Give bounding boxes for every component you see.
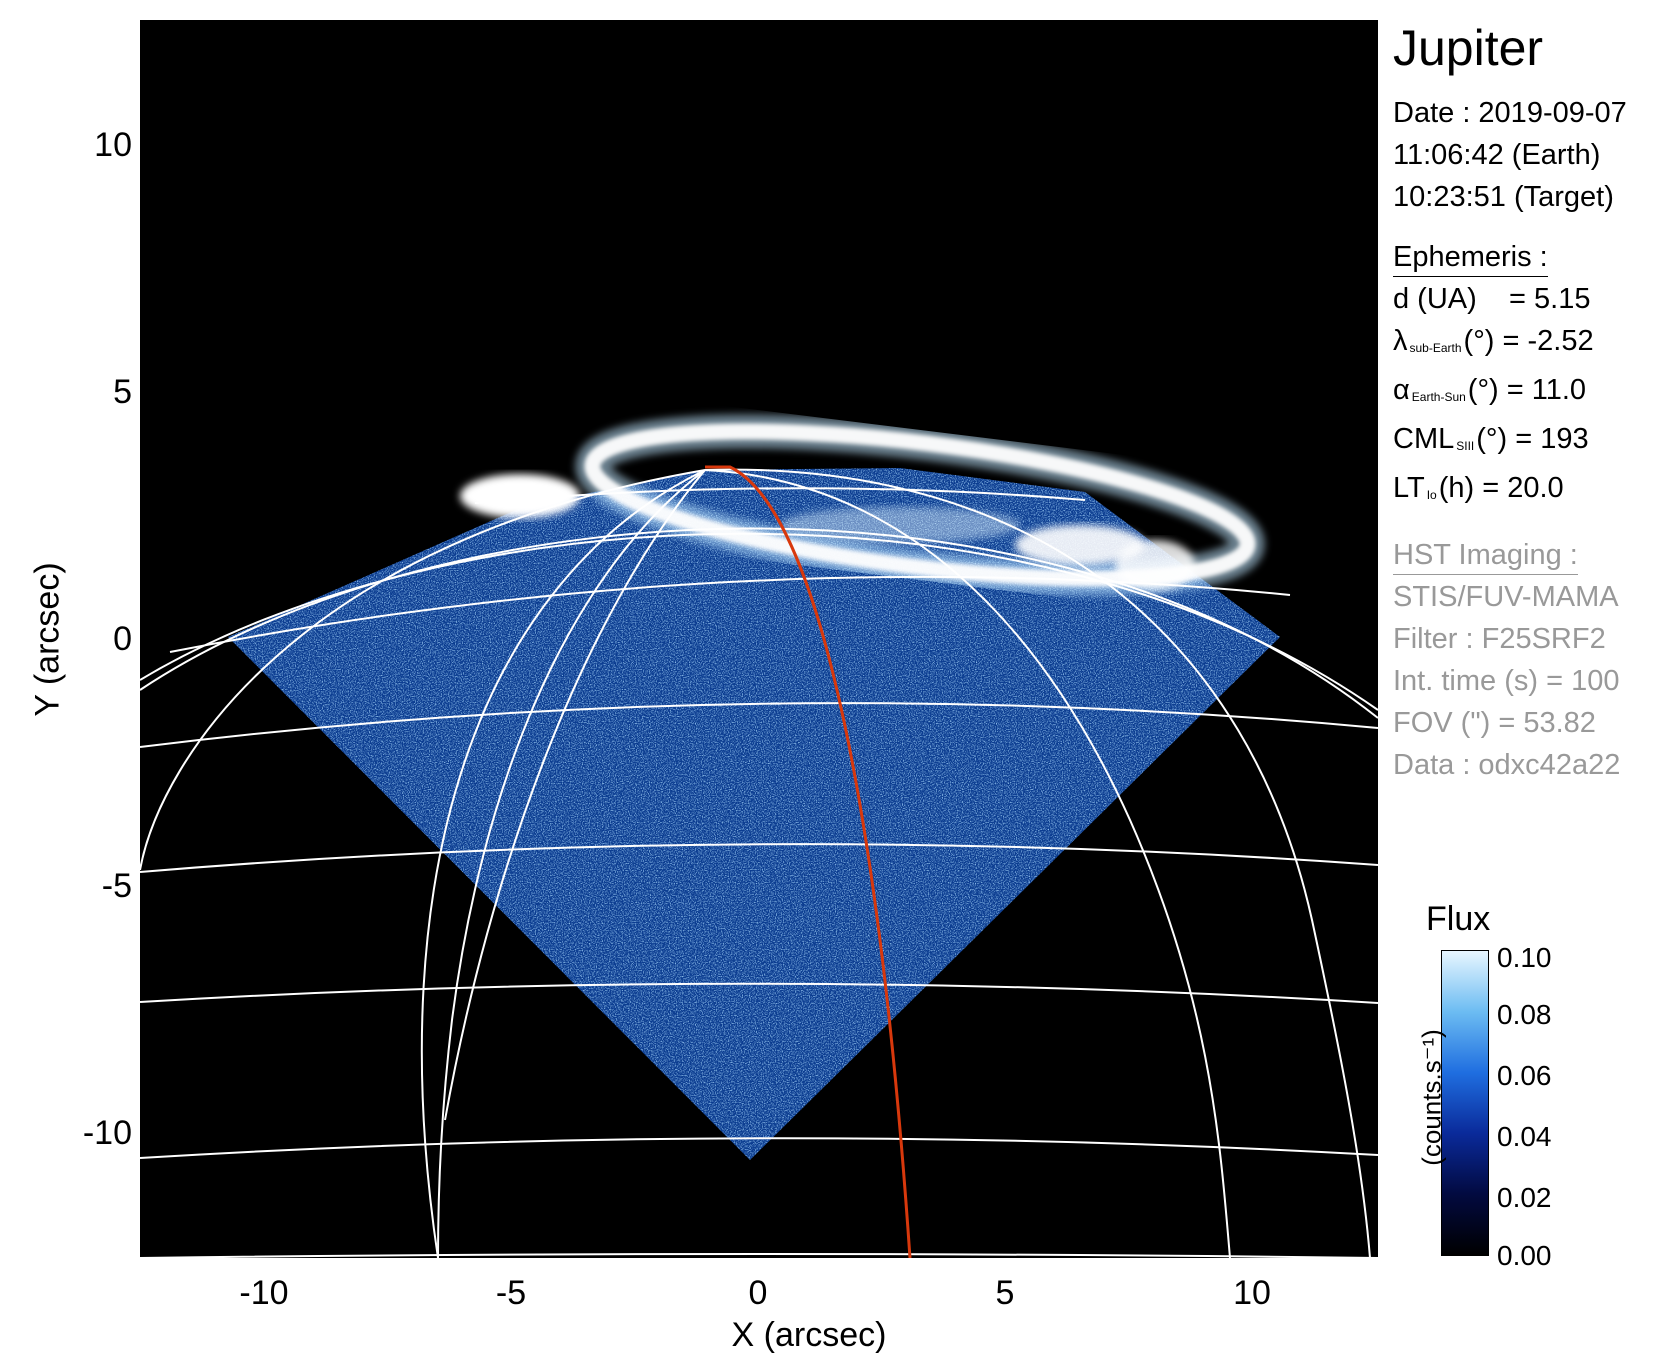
y-axis-label: Y (arcsec): [28, 562, 67, 717]
image-svg: [140, 414, 1378, 1258]
cml-text: CML SIII(°) = 193: [1393, 423, 1589, 455]
x-axis-label: X (arcsec): [731, 1316, 887, 1354]
target-time-text: 10:23:51 (Target): [1393, 181, 1614, 213]
emission-region: [228, 468, 1280, 1160]
coordinate-grid: [140, 468, 1378, 1258]
int-time-text: Int. time (s) = 100: [1393, 665, 1620, 697]
alpha-text: α Earth-Sun(°) = 11.0: [1393, 374, 1587, 406]
data-id-text: Data : odxc42a22: [1393, 749, 1621, 781]
y-tick-label: 5: [113, 373, 132, 411]
colorbar-tick: 0.06: [1497, 1060, 1552, 1091]
colorbar-tick: 0.08: [1497, 999, 1552, 1030]
imaging-header: HST Imaging :: [1393, 534, 1673, 576]
date-text: Date : 2019-09-07: [1393, 97, 1627, 129]
colorbar-tick: 0.02: [1497, 1182, 1552, 1213]
colorbar-tick: 0.10: [1497, 942, 1552, 973]
limb-line: [140, 527, 1378, 719]
y-tick-label: -5: [101, 867, 132, 905]
planet-title: Jupiter: [1393, 20, 1544, 76]
lt-text: LT Io(h) = 20.0: [1393, 472, 1564, 504]
fov-text: FOV (") = 53.82: [1393, 707, 1596, 739]
x-tick-label: -10: [239, 1274, 289, 1312]
x-tick-label: 10: [1233, 1274, 1271, 1312]
lambda-text: λ sub-Earth(°) = -2.52: [1393, 325, 1594, 357]
central-meridian: [705, 465, 912, 1258]
ephemeris-header: Ephemeris :: [1393, 236, 1673, 278]
colorbar-tick: 0.00: [1497, 1240, 1552, 1271]
colorbar-tick: 0.04: [1497, 1121, 1552, 1152]
auroral-oval: [460, 414, 1265, 596]
imaging-block: HST Imaging : STIS/FUV-MAMA Filter : F25…: [1393, 534, 1673, 786]
jupiter-uv-image: [140, 20, 1378, 1258]
colorbar-unit: (counts.s⁻¹): [1416, 1029, 1447, 1166]
filter-text: Filter : F25SRF2: [1393, 623, 1606, 655]
x-tick-label: 5: [995, 1274, 1015, 1312]
info-panel: Jupiter Date : 2019-09-07 11:06:42 (Eart…: [1393, 18, 1673, 786]
distance-text: d (UA) = 5.15: [1393, 283, 1591, 315]
y-tick-label: -10: [82, 1114, 132, 1152]
colorbar-title: Flux: [1426, 900, 1491, 938]
earth-time-text: 11:06:42 (Earth): [1393, 139, 1601, 171]
x-tick-label: -5: [495, 1274, 527, 1312]
y-tick-label: 10: [94, 126, 132, 164]
instrument-text: STIS/FUV-MAMA: [1393, 581, 1619, 613]
colorbar: [1441, 950, 1489, 1256]
y-tick-label: 0: [113, 620, 132, 658]
x-tick-label: 0: [748, 1274, 768, 1312]
